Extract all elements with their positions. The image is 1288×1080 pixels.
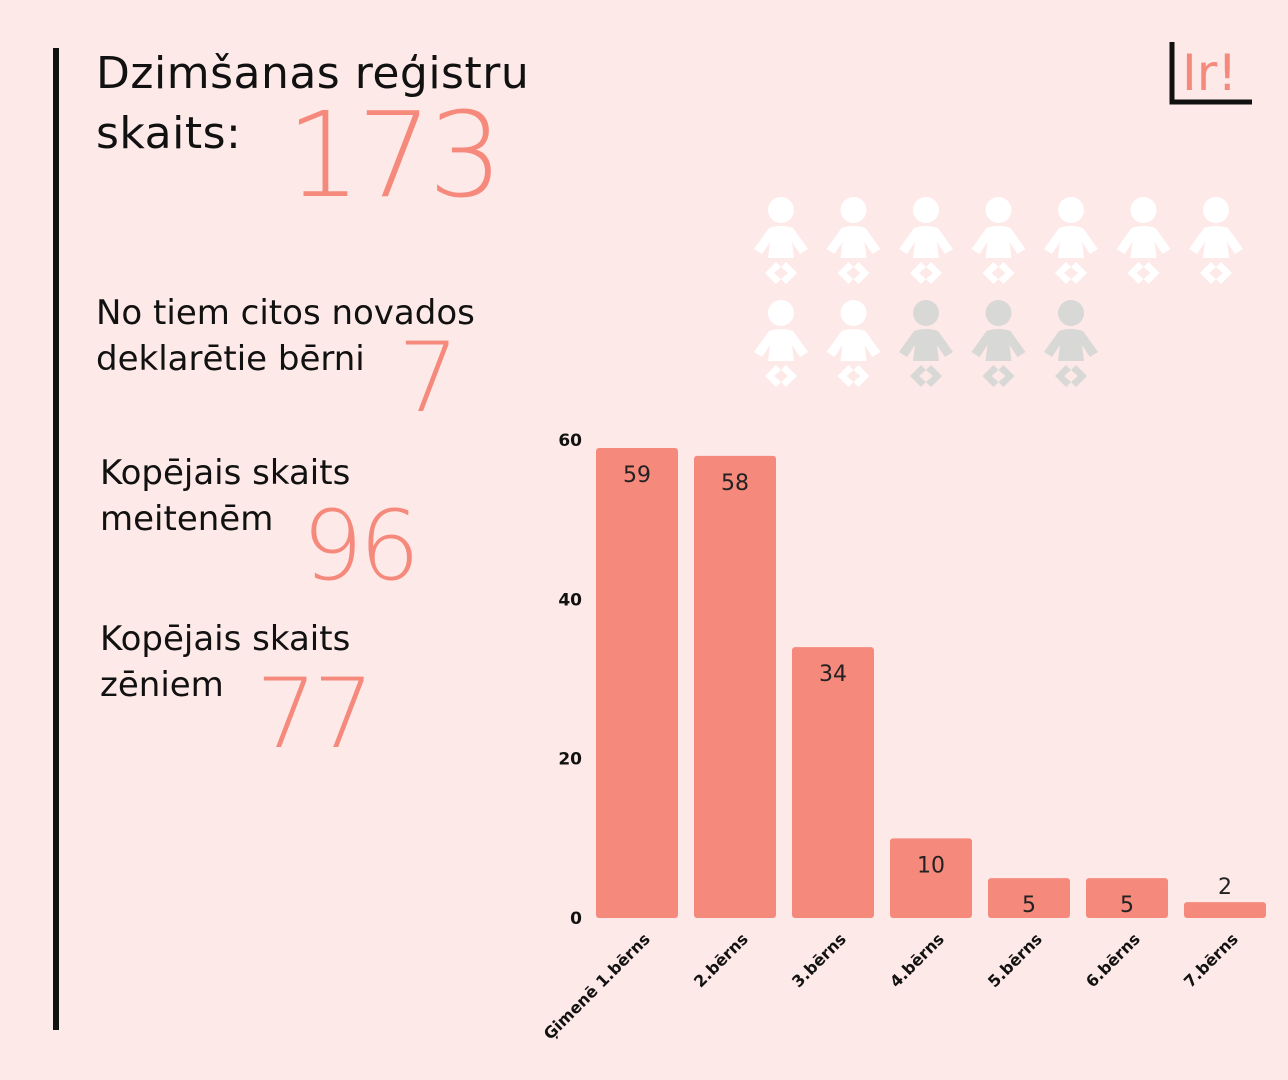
bar-value-label: 5 [1022,893,1036,918]
other-regions-value: 7 [398,322,460,434]
x-tick-label: 7.bērns [1180,929,1242,991]
girls-label-line2: meitenēm [100,499,274,539]
bar-value-label: 58 [721,471,749,496]
bar [890,838,972,918]
bar [988,878,1070,918]
other-regions-label-line2: deklarētie bērni [96,339,365,379]
baby-icon [1189,197,1243,284]
boys-label-line2: zēniem [100,665,224,705]
baby-icon [754,197,808,284]
bar-value-label: 2 [1218,875,1232,900]
y-tick-label: 20 [558,750,582,770]
other-regions-label: No tiem citos novados [96,293,475,333]
baby-icon [1116,197,1171,284]
x-tick-label: 2.bērns [690,929,752,991]
baby-icon [826,300,881,387]
bar [1086,878,1168,918]
bar-value-label: 10 [917,853,945,878]
left-divider [53,48,59,1030]
baby-icon [971,300,1026,387]
y-tick-label: 60 [558,431,582,451]
bar-value-label: 34 [819,662,847,687]
baby-icon [899,197,953,284]
y-tick-label: 0 [570,909,582,929]
baby-icon [1044,197,1098,284]
ir-logo: Ir! [1169,42,1252,105]
baby-icon [754,300,808,387]
x-tick-label: 4.bērns [886,929,948,991]
bar [792,647,874,918]
bar-value-label: 59 [623,463,651,488]
girls-value: 96 [302,490,420,602]
baby-icon [899,300,953,387]
page-title: Dzimšanas reģistru [96,48,530,99]
y-tick-label: 40 [558,590,582,610]
logo-bracket [1169,42,1252,105]
children-order-bar-chart: 0 20 40 60 59 Ģimenē 1.bērns 58 2.bērns 34 3.bērn… [540,431,1266,1043]
x-tick-label: 5.bērns [984,929,1046,991]
x-tick-label: Ģimenē 1.bērns [540,929,654,1043]
bar-value-label: 5 [1120,893,1134,918]
x-tick-label: 3.bērns [788,929,850,991]
boys-value: 77 [256,658,374,770]
bar [694,455,776,918]
x-tick-label: 6.bērns [1082,929,1144,991]
baby-pictogram [754,197,1243,387]
baby-icon [826,197,881,284]
boys-label: Kopējais skaits [100,619,351,659]
baby-icon [1044,300,1098,387]
bar [596,447,678,918]
logo-text: Ir! [1182,44,1237,102]
girls-label: Kopējais skaits [100,453,351,493]
baby-icon [971,197,1026,284]
page-title-line2: skaits: [96,108,242,159]
bar [1184,902,1266,918]
total-births-value: 173 [286,86,503,224]
